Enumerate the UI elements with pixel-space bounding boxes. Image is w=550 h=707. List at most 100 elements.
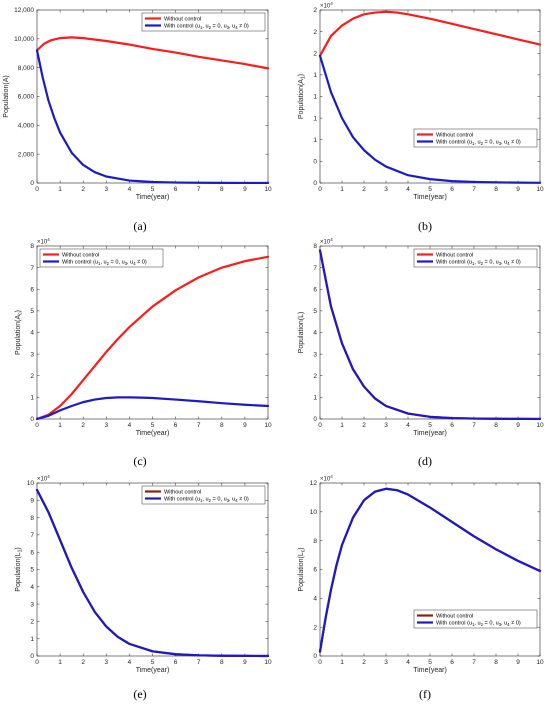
x-tick-label: 6	[174, 422, 178, 429]
x-tick-label: 7	[197, 422, 201, 429]
x-tick-label: 9	[516, 186, 520, 193]
legend-box	[413, 128, 538, 148]
y-exponent-label: ×104	[320, 474, 333, 483]
y-tick-label: 2	[30, 373, 34, 380]
y-tick-label: 10,000	[14, 36, 34, 43]
y-tick-label: 4	[30, 330, 34, 337]
x-tick-label: 1	[340, 422, 344, 429]
x-tick-label: 8	[220, 186, 224, 193]
series-line-without-control	[35, 36, 270, 70]
y-tick-label: 7	[30, 532, 34, 539]
plot-area	[36, 9, 269, 184]
x-tick-label: 3	[104, 422, 108, 429]
x-tick-label: 4	[406, 659, 410, 666]
series-line-with-control	[318, 487, 542, 653]
y-tick-label: 4	[313, 330, 317, 337]
chart-panel-4: 0 1 2 3 4 5 6 7 8 9 10012345678×104Time(year)Popul…	[298, 237, 544, 437]
x-tick-label: 8	[494, 659, 498, 666]
y-tick-label: 2,000	[18, 151, 35, 158]
y-tick-label: 8	[30, 515, 34, 522]
x-tick-label: 2	[81, 422, 85, 429]
legend-entry: With control (u1, u2 = 0, u3, u4 ≠ 0)	[62, 260, 147, 267]
chart-panel-6: 0 1 2 3 4 5 6 7 8 9 10024681012×104Time(year)Popul…	[298, 474, 544, 674]
legend-box	[141, 12, 266, 32]
panel-caption: (f)	[419, 687, 431, 701]
y-tick-label: 0	[313, 180, 317, 187]
x-tick-label: 6	[174, 186, 178, 193]
x-tick-label: 0	[35, 186, 39, 193]
x-tick-label: 2	[362, 659, 366, 666]
x-axis-label: Time(year)	[413, 194, 447, 201]
x-tick-label: 10	[536, 659, 544, 666]
x-tick-label: 9	[516, 659, 520, 666]
y-tick-label: 5	[313, 308, 317, 315]
x-tick-label: 6	[450, 659, 454, 666]
chart-panel-5: 0 1 2 3 4 5 6 7 8 9 10012345678910×104Time(year)Po…	[15, 474, 272, 674]
y-tick-label: 7	[30, 265, 34, 272]
x-tick-label: 10	[536, 422, 544, 429]
x-tick-label: 7	[197, 659, 201, 666]
y-tick-label: 8	[313, 538, 317, 545]
x-tick-label: 1	[58, 186, 62, 193]
y-tick-label: 0	[30, 653, 34, 660]
x-tick-label: 3	[384, 659, 388, 666]
legend-entry: Without control	[62, 253, 99, 259]
y-axis-label: Population(A1)	[298, 74, 307, 119]
y-tick-label: 1	[313, 72, 317, 79]
y-tick-label: 6	[313, 567, 317, 574]
x-axis-label: Time(year)	[136, 667, 170, 674]
x-tick-label: 9	[243, 659, 247, 666]
y-tick-label: 6	[30, 549, 34, 556]
legend-entry: Without control	[164, 490, 201, 496]
y-axis-label: Population(L)	[298, 312, 305, 354]
y-tick-label: 0	[313, 653, 317, 660]
x-axis-label: Time(year)	[413, 667, 447, 674]
x-tick-label: 10	[264, 659, 272, 666]
x-tick-label: 3	[384, 422, 388, 429]
y-tick-label: 8	[313, 243, 317, 250]
x-tick-label: 2	[362, 422, 366, 429]
x-tick-label: 1	[340, 186, 344, 193]
y-tick-label: 5	[30, 308, 34, 315]
x-axis-label: Time(year)	[413, 430, 447, 437]
y-exponent-label: ×104	[320, 237, 333, 246]
legend-entry: With control (u1, u2 = 0, u3, u4 ≠ 0)	[164, 24, 249, 31]
y-tick-label: 0	[30, 180, 34, 187]
series-line-without-control	[35, 488, 270, 658]
y-tick-label: 12	[310, 480, 318, 487]
y-axis-label: Population(L1)	[15, 547, 24, 591]
y-tick-label: 0	[313, 159, 317, 166]
series-line-without-control	[35, 255, 270, 421]
y-tick-label: 1	[30, 395, 34, 402]
legend-box	[39, 248, 164, 268]
y-tick-label: 3	[313, 351, 317, 358]
x-tick-label: 6	[450, 186, 454, 193]
y-axis-label: Population(Ac)	[15, 310, 24, 355]
x-tick-label: 0	[35, 659, 39, 666]
series-line-with-control	[35, 488, 270, 658]
series-line-with-control	[35, 49, 270, 185]
legend-entry: Without control	[436, 614, 473, 620]
y-tick-label: 4,000	[18, 123, 35, 130]
x-tick-label: 7	[472, 186, 476, 193]
panel-caption: (d)	[418, 454, 432, 468]
x-tick-label: 9	[516, 422, 520, 429]
x-tick-label: 9	[243, 186, 247, 193]
series-line-without-control	[318, 249, 542, 421]
y-axis-label: Population(Lc)	[298, 547, 307, 591]
chart-panel-1: 0 1 2 3 4 5 6 7 8 9 10 0 2,000 4,000 6,000 8,000 10,000 1…	[3, 7, 272, 201]
x-tick-label: 5	[151, 422, 155, 429]
legend-entry: With control (u1, u2 = 0, u3, u4 ≠ 0)	[436, 621, 521, 628]
series-line-with-control	[35, 396, 270, 421]
y-tick-label: 1	[313, 395, 317, 402]
x-tick-label: 3	[104, 186, 108, 193]
y-tick-label: 2	[313, 373, 317, 380]
y-exponent-label: ×104	[37, 237, 50, 246]
x-tick-label: 2	[81, 186, 85, 193]
x-tick-label: 8	[494, 186, 498, 193]
x-tick-label: 4	[128, 186, 132, 193]
x-tick-label: 6	[174, 659, 178, 666]
